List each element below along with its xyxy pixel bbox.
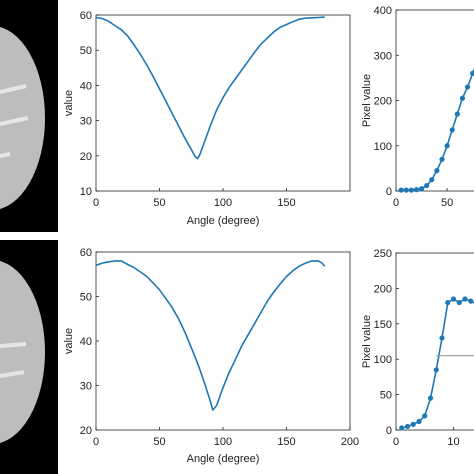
x-tick-label: 0	[393, 197, 399, 209]
pixel-value-chart-top: 0 100 200 300 400 0 50 Pixel value	[361, 5, 474, 209]
data-point	[445, 299, 451, 306]
data-point	[439, 335, 445, 341]
data-point	[399, 425, 405, 431]
y-axis-label: value	[63, 90, 75, 116]
y-tick-label: 300	[374, 50, 392, 62]
plot-area-frame	[95, 251, 351, 431]
y-tick-label: 50	[80, 292, 92, 304]
y-tick-label: 250	[374, 248, 392, 260]
data-point	[413, 187, 420, 193]
y-tick-label: 30	[80, 381, 92, 393]
data-point	[416, 418, 422, 425]
y-tick-label: 40	[80, 336, 92, 348]
series-line	[95, 16, 325, 160]
y-tick-label: 50	[80, 45, 92, 57]
x-tick-label: 150	[277, 436, 295, 448]
y-tick-label: 60	[80, 10, 92, 22]
data-point	[424, 182, 430, 189]
data-point	[434, 168, 440, 174]
data-point	[429, 177, 435, 183]
x-tick-label: 10	[447, 436, 459, 448]
x-tick-label: 200	[341, 436, 359, 448]
data-point	[462, 296, 468, 302]
x-axis-label: Angle (degree)	[187, 215, 260, 227]
data-point	[464, 84, 471, 90]
x-tick-label: 0	[393, 436, 399, 448]
y-tick-label: 200	[374, 283, 392, 295]
series-line	[95, 260, 326, 411]
phantom-stripe	[0, 152, 11, 158]
y-tick-label: 0	[386, 186, 392, 198]
x-tick-label: 0	[93, 197, 99, 209]
data-point	[418, 186, 425, 192]
x-tick-label: 100	[214, 436, 232, 448]
y-tick-label: 20	[80, 425, 92, 437]
data-point	[456, 299, 462, 306]
y-tick-label: 400	[374, 5, 392, 17]
data-point	[459, 95, 466, 101]
phantom-stripe	[0, 84, 27, 94]
y-tick-label: 50	[380, 390, 392, 402]
x-tick-label: 100	[214, 197, 232, 209]
profile-chart-top: 10 20 30 40 50 60 0 50 100 150 Angle (degree) value	[63, 10, 351, 227]
y-axis-label: Pixel value	[361, 74, 373, 127]
phantom-image-bottom	[0, 240, 58, 474]
y-tick-label: 0	[386, 425, 392, 437]
data-point	[403, 187, 409, 193]
x-tick-label: 50	[153, 197, 165, 209]
y-tick-label: 150	[374, 319, 392, 331]
profile-chart-bottom: 20 30 40 50 60 0 50 100 150 200 Angle (degree) valu…	[63, 247, 359, 465]
y-tick-label: 200	[374, 96, 392, 108]
data-point	[450, 296, 457, 302]
y-tick-label: 100	[374, 141, 392, 153]
data-point	[454, 111, 460, 117]
phantom-stripe	[0, 116, 29, 126]
plot-area-frame	[95, 14, 351, 192]
x-tick-label: 150	[277, 197, 295, 209]
phantom-stripe	[0, 342, 27, 348]
phantom-image-top	[0, 0, 58, 232]
data-point	[468, 298, 474, 304]
data-point	[427, 395, 434, 401]
data-point	[410, 421, 416, 427]
phantom-stripe	[0, 370, 25, 378]
data-point	[444, 143, 450, 149]
y-tick-label: 60	[80, 247, 92, 259]
phantom-disc	[0, 261, 45, 443]
y-axis-label: value	[63, 328, 75, 354]
data-point	[422, 413, 428, 419]
data-point	[398, 187, 404, 193]
y-tick-label: 40	[80, 80, 92, 92]
y-tick-label: 100	[374, 354, 392, 366]
data-point	[439, 156, 445, 162]
data-point	[433, 367, 439, 373]
x-tick-label: 50	[153, 436, 165, 448]
pixel-value-chart-bottom: 0 50 100 150 200 250 0 10 Pixel value	[361, 248, 474, 448]
data-point	[470, 70, 474, 76]
data-point	[404, 423, 411, 430]
x-tick-label: 0	[93, 436, 99, 448]
plot-area-frame	[395, 252, 474, 431]
y-axis-label: Pixel value	[361, 315, 373, 368]
data-point	[449, 127, 455, 133]
data-point	[408, 187, 414, 193]
x-tick-label: 50	[441, 197, 453, 209]
y-tick-label: 10	[80, 186, 92, 198]
y-tick-label: 30	[80, 116, 92, 128]
y-tick-label: 20	[80, 151, 92, 163]
x-axis-label: Angle (degree)	[187, 453, 260, 465]
